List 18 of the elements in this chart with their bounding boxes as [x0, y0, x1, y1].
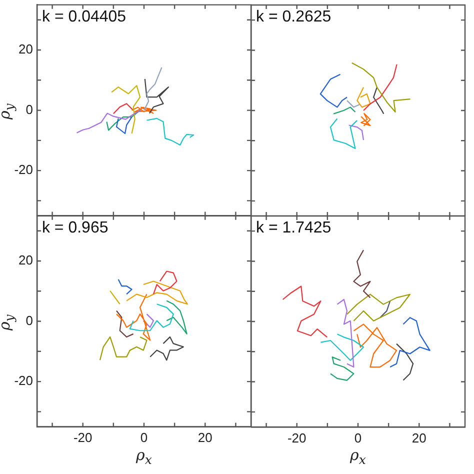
y-tick-label: 0 [26, 102, 33, 118]
y-tick-label: 0 [26, 313, 33, 328]
annotation: k = 0.04405 [42, 7, 126, 26]
x-tick-label: 20 [412, 430, 426, 446]
y-tick-label: 20 [18, 252, 33, 268]
x-tick-label: 20 [198, 430, 212, 446]
annotation: k = 0.2625 [256, 8, 332, 26]
y-tick-label: -20 [14, 162, 33, 178]
x-tick-label: -20 [287, 430, 306, 446]
y-tick-label: -20 [14, 373, 33, 388]
x-tick-label: -20 [73, 430, 92, 446]
y-tick-label: 20 [18, 42, 33, 57]
annotation: k = 1.7425 [256, 219, 332, 236]
x-tick-label: 0 [354, 430, 362, 446]
x-tick-label: 0 [140, 430, 148, 446]
x-axis-title: ρ$_{x}$ [350, 446, 366, 467]
annotation: k = 0.965 [42, 218, 108, 237]
x-axis-title: ρ$_{x}$ [136, 446, 152, 467]
